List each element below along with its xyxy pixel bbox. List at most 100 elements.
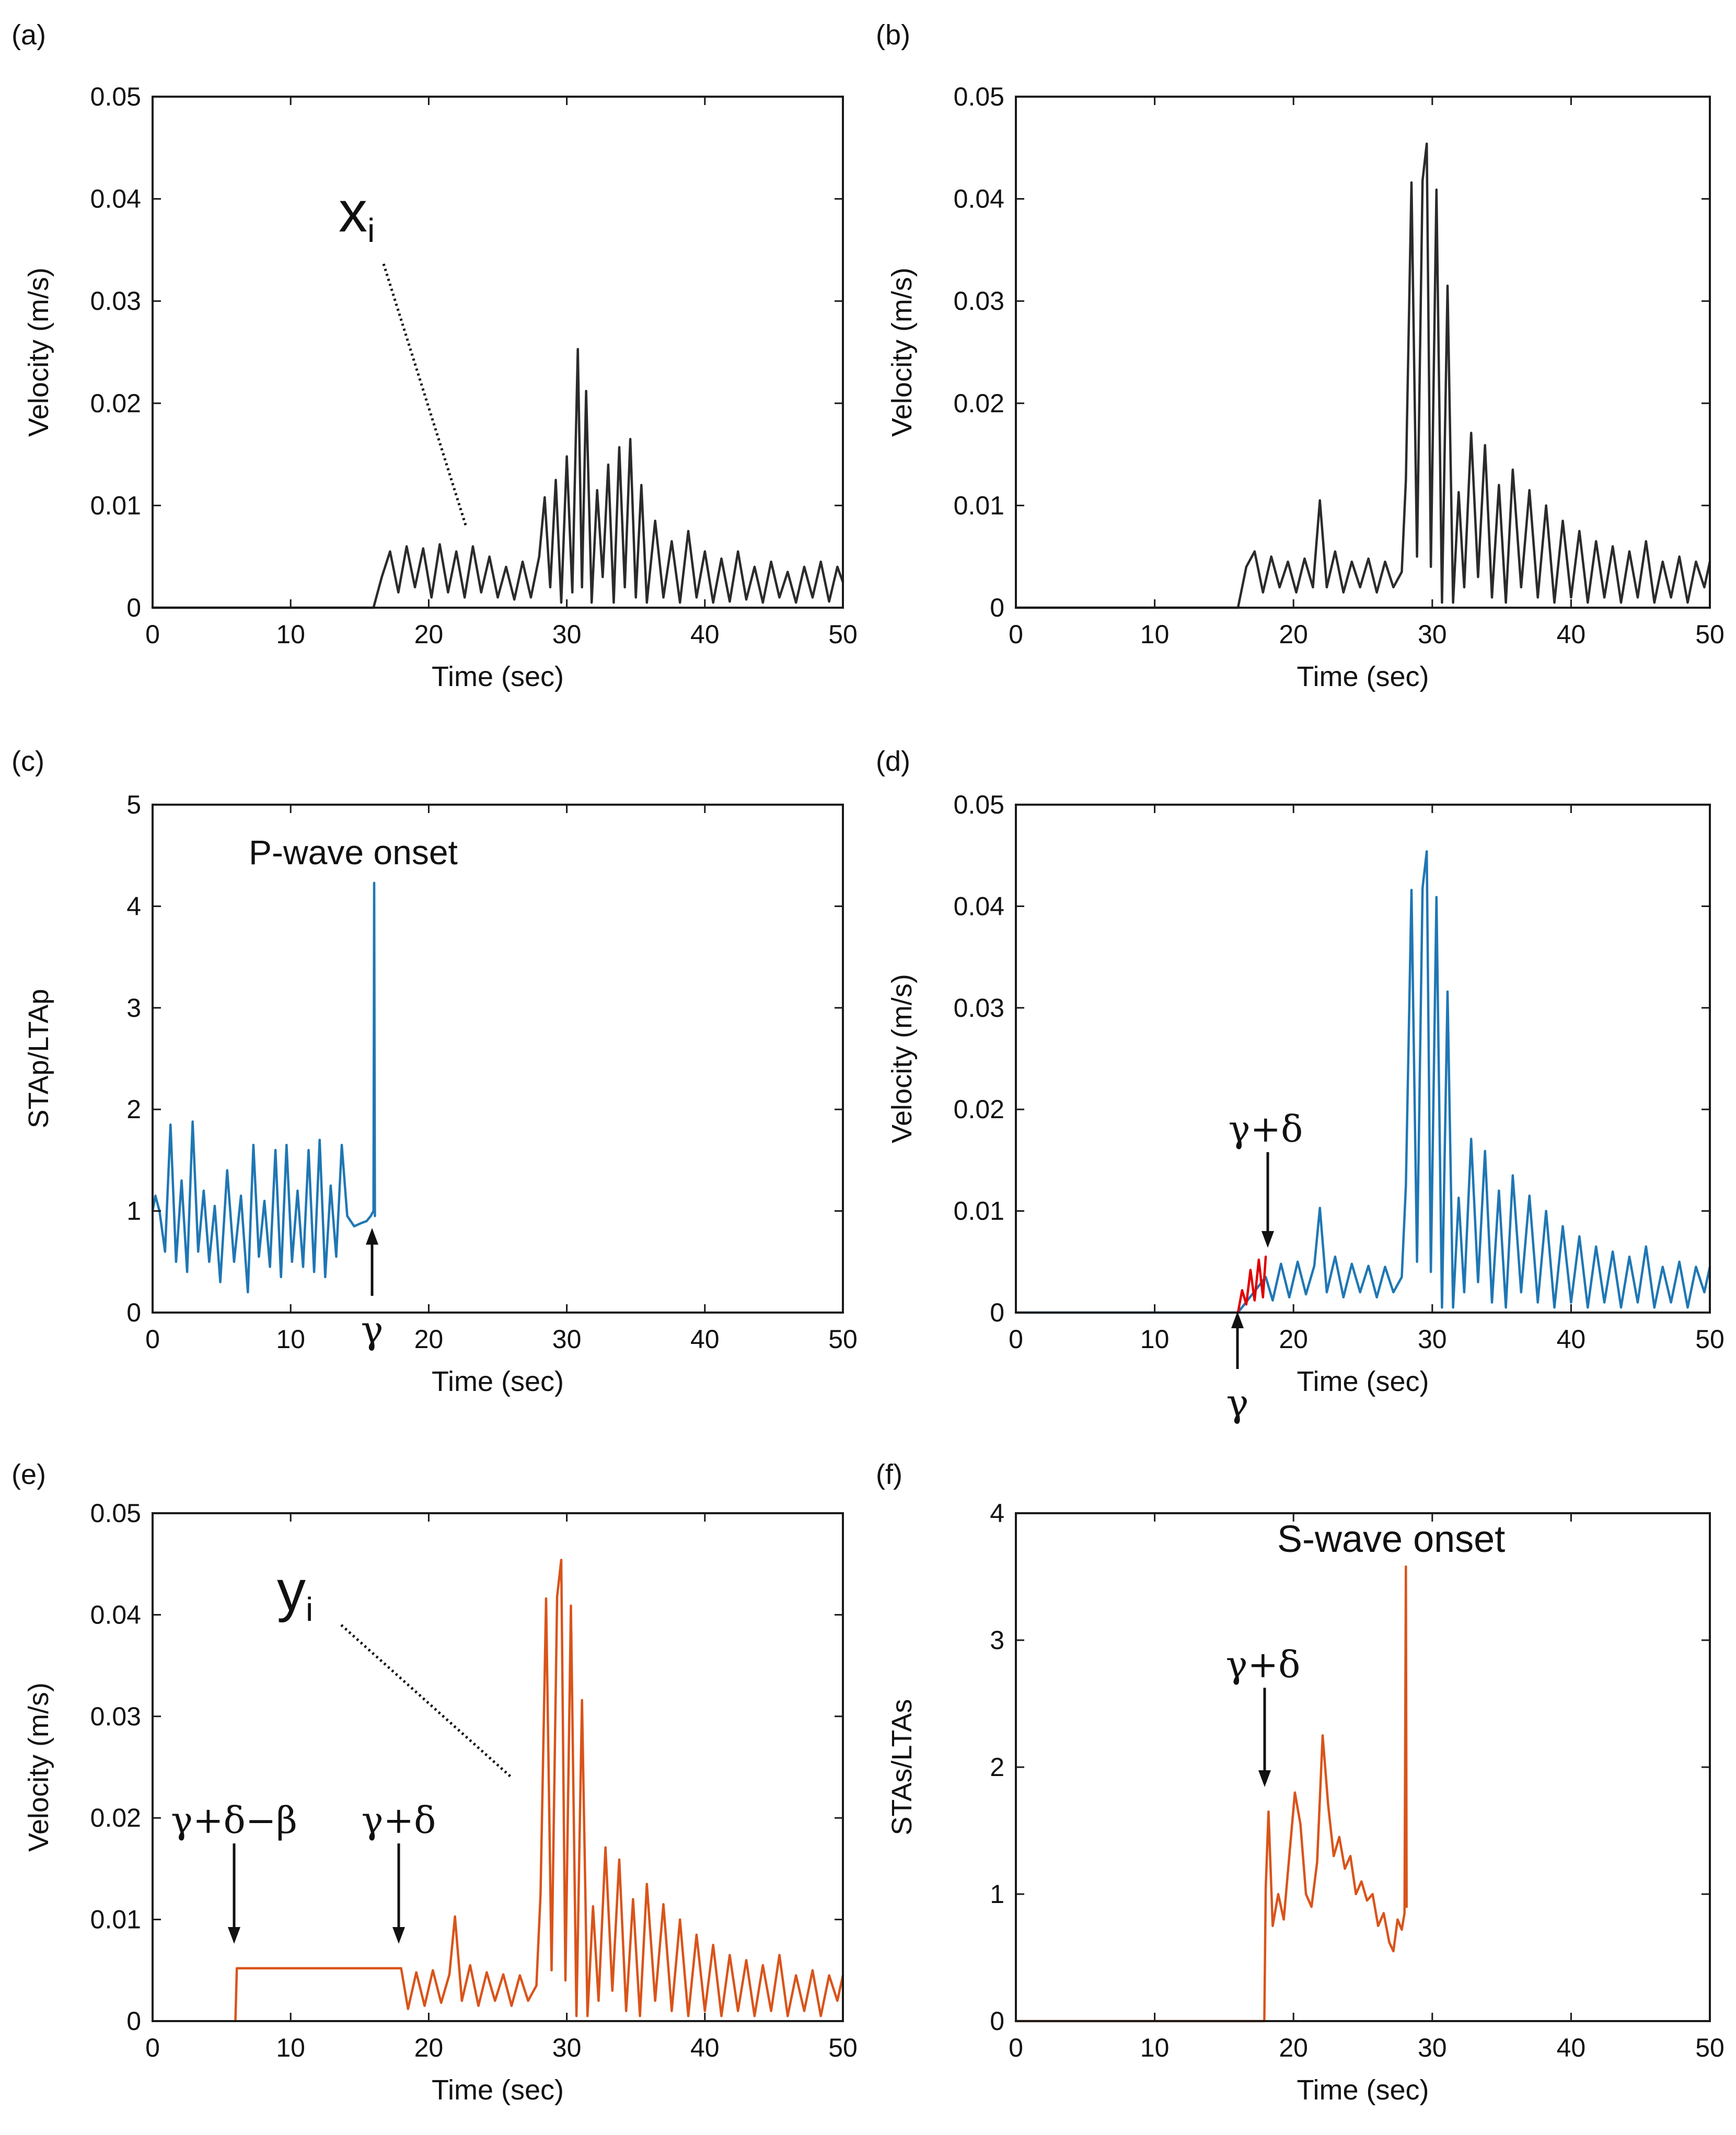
x-tick-label-f-1: 10 bbox=[1140, 2033, 1170, 2062]
x-tick-label-e-2: 20 bbox=[414, 2033, 444, 2062]
y-tick-label-a-3: 0.03 bbox=[90, 286, 141, 316]
x-tick-label-d-5: 50 bbox=[1695, 1325, 1725, 1354]
x-tick-label-a-3: 30 bbox=[552, 620, 582, 649]
axis-frame-a bbox=[152, 96, 844, 609]
x-tick-label-c-0: 0 bbox=[145, 1325, 160, 1354]
y-axis-label-d: Velocity (m/s) bbox=[886, 974, 918, 1143]
y-tick-label-e-2: 0.02 bbox=[90, 1803, 141, 1832]
x-tick-label-e-4: 40 bbox=[690, 2033, 720, 2062]
y-tick-label-e-1: 0.01 bbox=[90, 1905, 141, 1934]
x-tick-label-b-4: 40 bbox=[1557, 620, 1586, 649]
x-tick-label-a-0: 0 bbox=[145, 620, 160, 649]
x-tick-label-c-3: 30 bbox=[552, 1325, 582, 1354]
x-tick-label-e-1: 10 bbox=[276, 2033, 305, 2062]
y-tick-label-c-1: 1 bbox=[126, 1197, 141, 1226]
x-tick-label-b-0: 0 bbox=[1009, 620, 1023, 649]
x-tick-label-f-3: 30 bbox=[1418, 2033, 1447, 2062]
y-tick-label-f-4: 4 bbox=[990, 1499, 1004, 1528]
panel-e-plot: 0 10 20 30 40 50 0 0.01 0.02 0.03 0.04 0.05 Time (se… bbox=[23, 1499, 858, 2106]
y-tick-label-c-2: 2 bbox=[126, 1095, 141, 1124]
x-tick-label-d-1: 10 bbox=[1140, 1325, 1170, 1354]
x-tick-label-f-4: 40 bbox=[1557, 2033, 1586, 2062]
yi-label: yi bbox=[277, 1559, 313, 1628]
x-tick-label-c-4: 40 bbox=[690, 1325, 720, 1354]
x-axis-label-a: Time (sec) bbox=[432, 661, 564, 692]
gamma-arrowhead-c bbox=[366, 1228, 378, 1245]
y-tick-label-d-5: 0.05 bbox=[954, 790, 1004, 819]
y-tick-label-a-4: 0.04 bbox=[90, 184, 141, 214]
y-tick-label-a-2: 0.02 bbox=[90, 389, 141, 418]
series-line-a-0 bbox=[151, 347, 844, 609]
y-tick-label-c-5: 5 bbox=[126, 790, 141, 819]
x-tick-label-d-2: 20 bbox=[1279, 1325, 1308, 1354]
panel-c: (c) 0 10 20 30 40 50 0 1 2 3 4 5 Time (sec) STAp/LTAp… bbox=[11, 746, 858, 1397]
x-tick-label-e-0: 0 bbox=[145, 2033, 160, 2062]
panel-label-e: (e) bbox=[11, 1459, 46, 1490]
y-tick-label-e-4: 0.04 bbox=[90, 1600, 141, 1629]
gamma-plus-delta-arrowhead-f bbox=[1258, 1770, 1271, 1787]
panel-a-plot: 0 10 20 30 40 50 0 0.01 0.02 0.03 0.04 0.05 Time (se… bbox=[23, 82, 858, 692]
y-tick-label-f-2: 2 bbox=[990, 1753, 1004, 1782]
y-tick-label-a-1: 0.01 bbox=[90, 491, 141, 520]
y-tick-label-d-4: 0.04 bbox=[954, 891, 1004, 921]
axis-frame-b bbox=[1015, 96, 1711, 609]
yi-pointer-line bbox=[340, 1624, 512, 1778]
y-tick-label-f-0: 0 bbox=[990, 2006, 1004, 2036]
axis-frame-f bbox=[1015, 1512, 1711, 2022]
x-tick-label-a-1: 10 bbox=[276, 620, 305, 649]
panel-e: (e) 0 10 20 30 40 50 0 0.01 0.02 0.03 0.04 0.05 Time… bbox=[11, 1459, 858, 2106]
x-axis-label-e: Time (sec) bbox=[432, 2074, 564, 2106]
y-tick-label-b-2: 0.02 bbox=[954, 389, 1004, 418]
x-tick-label-d-4: 40 bbox=[1557, 1325, 1586, 1354]
y-tick-label-c-4: 4 bbox=[126, 891, 141, 921]
x-tick-label-e-3: 30 bbox=[552, 2033, 582, 2062]
y-tick-label-b-5: 0.05 bbox=[954, 82, 1004, 111]
y-tick-label-d-2: 0.02 bbox=[954, 1095, 1004, 1124]
x-axis-label-f: Time (sec) bbox=[1297, 2074, 1429, 2106]
x-axis-label-d: Time (sec) bbox=[1297, 1366, 1429, 1397]
x-tick-label-a-5: 50 bbox=[828, 620, 858, 649]
gamma-label-d: γ bbox=[1226, 1381, 1248, 1425]
y-axis-label-f: STAs/LTAs bbox=[886, 1699, 918, 1835]
gamma-plus-delta-minus-beta-label: γ+δ−β bbox=[171, 1799, 297, 1842]
x-axis-label-b: Time (sec) bbox=[1297, 661, 1429, 692]
y-tick-label-d-3: 0.03 bbox=[954, 993, 1004, 1023]
gamma-arrowhead-d bbox=[1231, 1312, 1244, 1328]
x-tick-label-f-5: 50 bbox=[1695, 2033, 1725, 2062]
series-line-c-0 bbox=[151, 881, 376, 1294]
panel-d-plot: 0 10 20 30 40 50 0 0.01 0.02 0.03 0.04 0.05 Time (se… bbox=[886, 790, 1725, 1397]
xi-label: xi bbox=[339, 180, 375, 249]
y-tick-label-a-5: 0.05 bbox=[90, 82, 141, 111]
y-tick-label-b-0: 0 bbox=[990, 593, 1004, 622]
axis-frame-c bbox=[152, 804, 844, 1314]
y-axis-label-b: Velocity (m/s) bbox=[886, 268, 918, 437]
x-tick-label-d-3: 30 bbox=[1418, 1325, 1447, 1354]
x-tick-label-f-2: 20 bbox=[1279, 2033, 1308, 2062]
series-line-b-0 bbox=[1014, 142, 1711, 609]
y-tick-label-b-4: 0.04 bbox=[954, 184, 1004, 214]
panel-d: (d) 0 10 20 30 40 50 0 0.01 0.02 0.03 0.04 0.05 Time… bbox=[876, 746, 1725, 1425]
gamma-label-c: γ bbox=[361, 1308, 383, 1352]
y-tick-label-c-0: 0 bbox=[126, 1298, 141, 1327]
y-axis-label-e: Velocity (m/s) bbox=[23, 1683, 54, 1852]
x-tick-label-b-5: 50 bbox=[1695, 620, 1725, 649]
x-tick-label-c-5: 50 bbox=[828, 1325, 858, 1354]
y-tick-label-e-3: 0.03 bbox=[90, 1702, 141, 1731]
y-tick-label-f-1: 1 bbox=[990, 1879, 1004, 1909]
x-tick-label-b-2: 20 bbox=[1279, 620, 1308, 649]
y-tick-label-d-0: 0 bbox=[990, 1298, 1004, 1327]
s-wave-onset-label: S-wave onset bbox=[1277, 1518, 1505, 1560]
y-tick-label-a-0: 0 bbox=[126, 593, 141, 622]
x-tick-label-b-3: 30 bbox=[1418, 620, 1447, 649]
panel-label-d: (d) bbox=[876, 746, 910, 777]
series-line-e-0 bbox=[234, 1559, 844, 2023]
axis-frame-e bbox=[152, 1512, 844, 2022]
x-tick-label-e-5: 50 bbox=[828, 2033, 858, 2062]
xi-pointer-line bbox=[382, 263, 468, 527]
panel-f-plot: 0 10 20 30 40 50 0 1 2 3 4 Time (sec) STAs/LTAs bbox=[886, 1499, 1725, 2106]
series-line-f-0 bbox=[1014, 1565, 1408, 2023]
y-tick-label-d-1: 0.01 bbox=[954, 1197, 1004, 1226]
x-tick-label-a-4: 40 bbox=[690, 620, 720, 649]
panel-label-f: (f) bbox=[876, 1459, 902, 1490]
